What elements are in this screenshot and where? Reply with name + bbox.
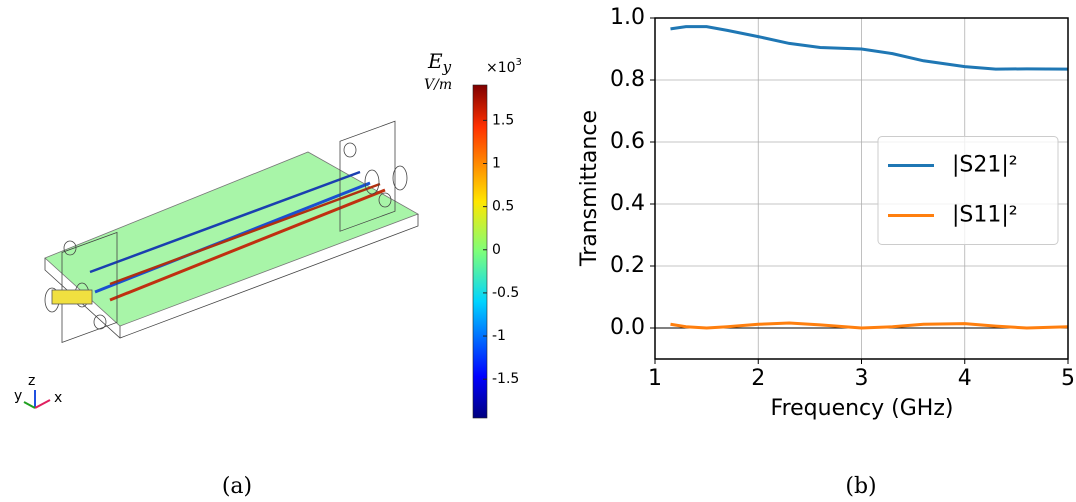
x-tick-label: 1 [648,366,662,391]
line-series [670,27,1068,69]
figure: y z x Ey V/m ×103 (a) (b) Frequency (GHz… [0,0,1076,502]
line-series [670,323,1068,328]
y-axis-label: Transmittance [577,110,602,267]
colorbar-scale: ×103 [486,57,522,76]
y-tick-label: 0.6 [610,129,645,154]
colorbar-tick-label: 0.5 [492,199,514,215]
y-tick-label: 0.2 [610,253,645,278]
y-tick-label: 0.8 [610,67,645,92]
legend-label: |S21|² [952,153,1018,178]
y-tick-label: 1.0 [610,5,645,30]
y-tick-label: 0.0 [610,315,645,340]
caption: (a) [222,474,252,499]
colorbar-title: Ey [427,49,452,77]
colorbar-unit: V/m [424,77,452,93]
legend-label: |S11|² [952,203,1018,228]
caption: (b) [845,474,876,499]
colorbar-title-main: E [427,49,443,73]
colorbar-tick-label: -1 [492,328,506,344]
colorbar-tick-label: -0.5 [492,285,519,301]
colorbar [473,85,487,418]
colorbar-scale-exponent: 3 [516,57,522,68]
x-axis-label: Frequency (GHz) [771,396,954,421]
colorbar-tick-label: -1.5 [492,371,519,387]
colorbar-title-sub: y [442,58,452,76]
y-tick-label: 0.4 [610,191,645,216]
x-tick-label: 4 [958,366,972,391]
x-tick-label: 5 [1061,366,1075,391]
triad-label: z [28,373,35,389]
render [45,121,418,342]
x-tick-label: 3 [855,366,869,391]
colorbar-tick-label: 1 [492,156,501,172]
x-tick-label: 2 [751,366,765,391]
colorbar-tick-label: 1.5 [492,112,514,128]
colorbar-tick-label: 0 [492,242,501,258]
triad-label: y [14,388,22,404]
colorbar-scale-base: ×10 [486,60,516,76]
axis-triad [24,390,50,408]
triad-label: x [54,390,62,406]
